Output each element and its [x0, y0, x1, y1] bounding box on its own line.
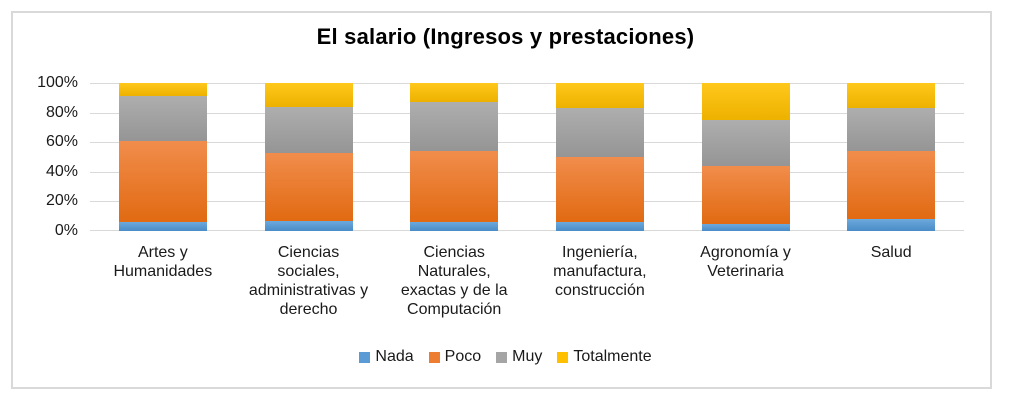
bar-slot	[90, 83, 236, 231]
bar-segment-muy[interactable]	[118, 96, 207, 141]
y-axis-tick-label: 80%	[45, 103, 78, 121]
legend-label: Nada	[375, 348, 414, 365]
legend-swatch-nada	[359, 351, 371, 363]
x-axis: Artes y Humanidades Ciencias sociales, a…	[90, 243, 964, 319]
legend-label: Totalmente	[573, 348, 652, 365]
legend-swatch-poco	[428, 351, 440, 363]
bar-segment-muy[interactable]	[410, 102, 499, 152]
bar-segment-muy[interactable]	[264, 106, 353, 153]
bar-segment-nada[interactable]	[555, 222, 644, 231]
bar-segment-nada[interactable]	[410, 222, 499, 231]
gridline	[90, 230, 964, 231]
bar-slot	[236, 83, 382, 231]
y-axis-tick-label: 60%	[45, 133, 78, 150]
stacked-bar[interactable]	[847, 83, 936, 231]
x-axis-category-label: Artes y Humanidades	[113, 244, 213, 280]
plot-area	[90, 83, 964, 231]
bar-segment-totalmente[interactable]	[264, 83, 353, 107]
bar-slot	[818, 83, 964, 231]
bar-segment-totalmente[interactable]	[555, 83, 644, 109]
bars-container	[90, 83, 964, 231]
bar-segment-nada[interactable]	[118, 222, 207, 231]
x-axis-category-label: Ingeniería, manufactura, construcción	[553, 244, 647, 299]
bar-segment-poco[interactable]	[555, 157, 644, 223]
bar-slot	[673, 83, 819, 231]
bar-segment-poco[interactable]	[410, 151, 499, 223]
bar-segment-poco[interactable]	[118, 140, 207, 223]
gridline	[90, 171, 964, 173]
bar-slot	[381, 83, 527, 231]
gridline	[90, 201, 964, 203]
legend-item-totalmente[interactable]: Totalmente	[557, 348, 652, 366]
legend-label: Poco	[444, 348, 482, 365]
bar-segment-nada[interactable]	[701, 223, 790, 231]
gridline	[90, 112, 964, 114]
legend-label: Muy	[512, 348, 543, 365]
bar-segment-totalmente[interactable]	[701, 83, 790, 121]
stacked-bar[interactable]	[410, 83, 499, 231]
x-axis-category-label: Ciencias Naturales, exactas y de la Comp…	[400, 244, 508, 318]
legend-item-poco[interactable]: Poco	[428, 348, 482, 366]
legend-item-nada[interactable]: Nada	[359, 348, 414, 366]
bar-segment-nada[interactable]	[847, 219, 936, 231]
y-axis-tick-label: 20%	[45, 192, 78, 209]
stacked-bar[interactable]	[264, 83, 353, 231]
y-axis-tick-label: 40%	[45, 162, 78, 180]
x-axis-category-label: Ciencias sociales, administrativas y der…	[248, 244, 369, 318]
legend-swatch-totalmente	[557, 351, 569, 363]
stacked-bar[interactable]	[701, 83, 790, 231]
bar-segment-nada[interactable]	[264, 220, 353, 231]
stacked-bar[interactable]	[555, 83, 644, 231]
gridline	[90, 83, 964, 84]
legend-item-muy[interactable]: Muy	[496, 348, 542, 366]
bar-segment-muy[interactable]	[701, 120, 790, 166]
legend-swatch-muy	[496, 351, 508, 363]
y-axis-tick-label: 100%	[37, 74, 78, 91]
bar-segment-poco[interactable]	[847, 151, 936, 220]
gridline	[90, 142, 964, 144]
bar-segment-totalmente[interactable]	[410, 83, 499, 103]
chart-title: El salario (Ingresos y prestaciones)	[316, 24, 695, 49]
bar-segment-poco[interactable]	[264, 152, 353, 221]
y-axis: 100% 80% 60% 40% 20% 0%	[18, 74, 78, 240]
chart-legend: Nada Poco Muy Totalmente	[0, 346, 1011, 368]
bar-segment-totalmente[interactable]	[118, 83, 207, 97]
bar-segment-muy[interactable]	[555, 108, 644, 158]
bar-segment-totalmente[interactable]	[847, 83, 936, 109]
y-axis-tick-label: 0%	[54, 221, 78, 239]
bar-segment-poco[interactable]	[701, 165, 790, 224]
bar-slot	[527, 83, 673, 231]
x-axis-category-label: Salud	[870, 244, 912, 261]
x-axis-category-label: Agronomía y Veterinaria	[700, 244, 791, 280]
stacked-bar[interactable]	[118, 83, 207, 231]
bar-segment-muy[interactable]	[847, 108, 936, 152]
